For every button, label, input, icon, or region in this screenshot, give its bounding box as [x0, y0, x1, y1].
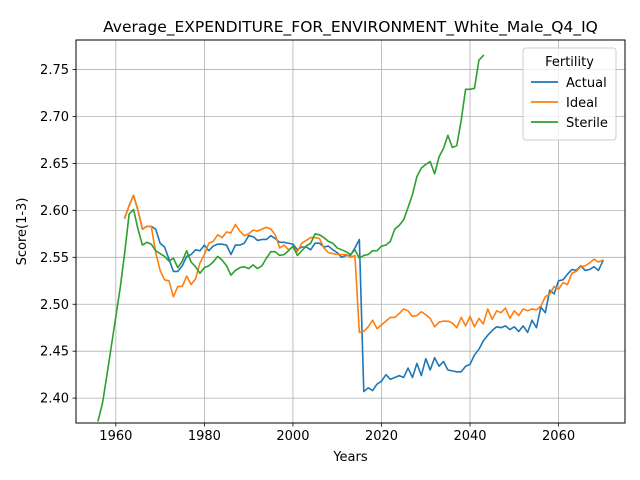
legend-items: Actual Ideal Sterile: [531, 76, 608, 131]
series-line-actual: [123, 194, 604, 393]
y-tick-label: 2.65: [40, 157, 69, 172]
series-line-sterile: [97, 54, 485, 422]
legend-title: Fertility: [545, 55, 594, 70]
y-tick-label: 2.70: [40, 110, 69, 125]
y-tick-label: 2.40: [40, 392, 69, 407]
y-tick-label: 2.45: [40, 345, 69, 360]
y-axis: 2.40 2.45 2.50 2.55 2.60 2.65 2.70 2.75: [40, 63, 76, 407]
plot-frame: [75, 39, 626, 424]
x-axis-label: Years: [332, 450, 368, 465]
x-tick-label: 2000: [276, 429, 309, 444]
x-axis: 1960 1980 2000 2020 2040 2060: [99, 423, 575, 444]
legend-label-sterile: Sterile: [566, 116, 608, 131]
y-tick-label: 2.75: [40, 63, 69, 78]
x-tick-label: 2060: [542, 429, 575, 444]
y-axis-label: Score(1-3): [15, 198, 30, 266]
series-layer: [97, 54, 604, 422]
series-line-ideal: [123, 194, 604, 334]
x-tick-label: 2020: [365, 429, 398, 444]
x-tick-label: 1980: [188, 429, 221, 444]
legend-label-actual: Actual: [566, 76, 607, 91]
y-tick-label: 2.55: [40, 251, 69, 266]
legend-label-ideal: Ideal: [566, 96, 598, 111]
x-tick-label: 2040: [453, 429, 486, 444]
legend: Fertility Actual Ideal Sterile: [522, 47, 617, 141]
y-tick-label: 2.50: [40, 298, 69, 313]
legend-box: [522, 47, 617, 141]
x-tick-label: 1960: [99, 429, 132, 444]
y-tick-label: 2.60: [40, 204, 69, 219]
chart-title: Average_EXPENDITURE_FOR_ENVIRONMENT_Whit…: [103, 18, 598, 37]
